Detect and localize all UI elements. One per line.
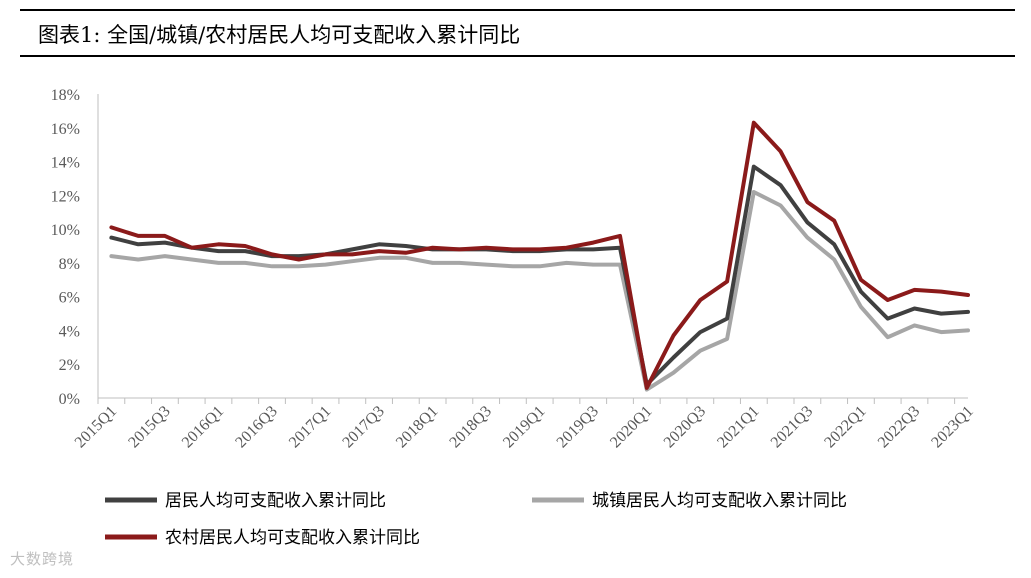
legend: 居民人均可支配收入累计同比 城镇居民人均可支配收入累计同比农村居民人均可支配收入累… <box>105 491 847 548</box>
y-tick-label: 12% <box>51 188 80 205</box>
x-axis: 2015Q1 2015Q3 2016Q1 2016Q3 2017Q1 2017Q3 2018… <box>72 397 977 451</box>
x-tick-label: 2018Q3 <box>447 403 495 451</box>
x-tick-label: 2019Q1 <box>500 403 548 451</box>
x-tick-label: 2019Q3 <box>554 403 602 451</box>
y-tick-label: 0% <box>59 391 80 408</box>
legend-label: 农村居民人均可支配收入累计同比 <box>165 528 420 548</box>
watermark: 大数跨境 <box>10 550 75 568</box>
x-tick-label: 2016Q1 <box>179 403 227 451</box>
top-rule <box>20 9 1015 11</box>
x-tick-label: 2016Q3 <box>232 403 280 451</box>
legend-label: 城镇居民人均可支配收入累计同比 <box>592 491 847 511</box>
x-tick-label: 2020Q1 <box>607 403 655 451</box>
x-tick-label: 2022Q3 <box>875 403 923 451</box>
x-tick-label: 2020Q3 <box>661 403 709 451</box>
x-tick-label: 2023Q1 <box>928 403 976 451</box>
title-rule <box>20 55 1015 57</box>
y-tick-label: 6% <box>59 290 80 307</box>
y-tick-label: 14% <box>51 155 80 172</box>
x-tick-label: 2021Q3 <box>768 403 816 451</box>
series-line-2 <box>109 120 970 390</box>
x-tick-label: 2017Q1 <box>286 403 334 451</box>
series-line-0 <box>109 164 970 387</box>
y-tick-label: 10% <box>51 222 80 239</box>
series-lines <box>109 120 970 392</box>
y-tick-label: 16% <box>51 121 80 138</box>
legend-label: 居民人均可支配收入累计同比 <box>165 491 386 511</box>
y-tick-label: 8% <box>59 256 80 273</box>
x-tick-label: 2021Q1 <box>714 403 762 451</box>
x-tick-label: 2015Q1 <box>72 403 120 451</box>
y-tick-label: 2% <box>59 357 80 374</box>
y-tick-label: 18% <box>51 87 80 104</box>
x-tick-label: 2022Q1 <box>821 403 869 451</box>
x-tick-label: 2018Q1 <box>393 403 441 451</box>
y-tick-label: 4% <box>59 323 80 340</box>
y-axis: 0% 2% 4% 6% 8% 10% 12% 14% 16% 18% <box>51 87 99 408</box>
x-tick-label: 2015Q3 <box>125 403 173 451</box>
chart-title: 图表1: 全国/城镇/农村居民人均可支配收入累计同比 <box>38 23 521 47</box>
x-tick-label: 2017Q3 <box>339 403 387 451</box>
series-line-1 <box>109 190 970 392</box>
